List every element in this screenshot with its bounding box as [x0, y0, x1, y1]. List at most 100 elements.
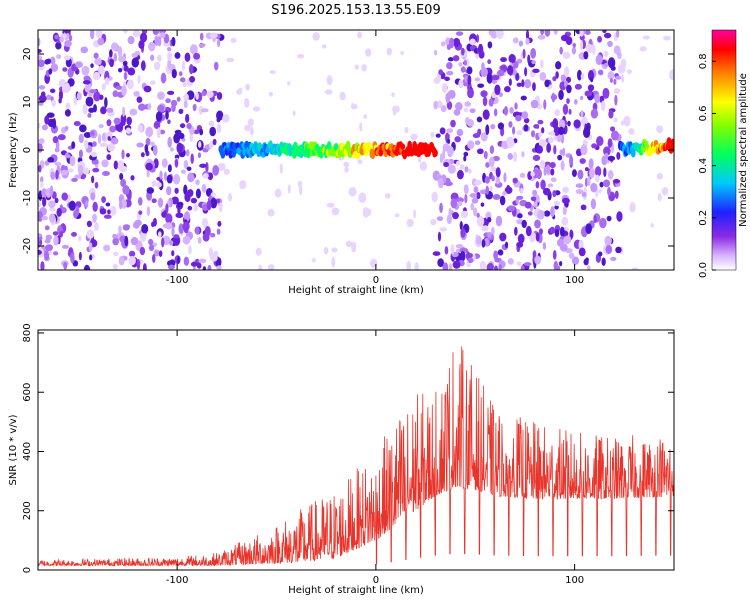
spectrogram-cell: [555, 71, 559, 79]
colorbar-tick-label: 0.0: [698, 262, 709, 278]
spectrogram-cell: [487, 231, 492, 239]
spectrogram-cell: [170, 147, 175, 152]
colorbar-tick-label: 0.8: [698, 53, 709, 69]
spectrogram-cell: [613, 117, 618, 123]
spectrogram-cell: [132, 30, 141, 38]
spectrogram-cell: [479, 261, 487, 270]
spectrogram-cell: [113, 52, 118, 62]
spectrogram-cell: [555, 61, 562, 70]
spectrogram-cell: [593, 215, 597, 223]
spectrogram-cell: [538, 228, 543, 235]
spectrogram-cell: [548, 136, 554, 144]
spectrogram-cell: [82, 103, 88, 115]
spectrogram-cell: [554, 204, 559, 210]
spectrogram-cell: [268, 91, 273, 97]
spectrogram-cell: [198, 141, 202, 148]
spectrogram-cell: [556, 265, 561, 270]
spectrogram-cell: [199, 163, 207, 168]
spectrogram-cell: [171, 196, 179, 205]
spectrogram-cell: [499, 232, 507, 242]
spectrogram-cell: [199, 32, 204, 41]
spectrogram-cell: [122, 60, 128, 67]
spectrogram-cell: [92, 71, 101, 81]
spectrogram-cell: [151, 221, 155, 228]
spectrogram-cell: [148, 41, 156, 52]
spectrogram-cell: [175, 212, 184, 219]
spectrogram-cell: [188, 245, 192, 255]
spectrogram-cell: [537, 209, 545, 220]
spectrogram-cell: [603, 62, 608, 68]
colorbar-ticks: 0.0 0.2 0.4 0.6 0.8: [698, 53, 716, 278]
spectrogram-cell: [431, 191, 438, 203]
spectrogram-cell: [603, 167, 607, 178]
spectrogram-cell: [508, 121, 513, 128]
spectrogram-cell: [185, 113, 190, 123]
spectrogram-cell: [508, 78, 512, 86]
spectrogram-cell: [202, 266, 207, 270]
spectrogram-cell: [73, 96, 78, 106]
spectrogram-cell: [521, 111, 529, 120]
spectrogram-cell: [508, 54, 516, 64]
spectrogram-cell: [122, 106, 126, 117]
spectrogram-cell: [533, 201, 538, 208]
spectrogram-cell: [615, 75, 622, 80]
spectrogram-cell: [55, 169, 59, 180]
spectrogram-cell: [38, 48, 42, 53]
spectrogram-cell: [433, 49, 438, 56]
spectrogram-cell: [442, 143, 450, 152]
spectrogram-cell: [109, 49, 113, 58]
spectrogram-cell: [146, 169, 150, 178]
spectrogram-cell: [210, 197, 218, 209]
spectrogram-cell: [326, 75, 333, 86]
spectrogram-cell: [604, 152, 609, 159]
spectrogram-cell: [179, 123, 186, 129]
spectrogram-cell: [40, 181, 44, 188]
spectrogram-cell: [54, 34, 59, 40]
spectrogram-cell: [230, 37, 237, 43]
snr-x-axis-label: Height of straight line (km): [288, 585, 424, 596]
spectrogram-cell: [226, 57, 235, 63]
spectrogram-cell: [98, 65, 105, 75]
spectrogram-cell: [312, 32, 320, 41]
spectrogram-cell: [267, 264, 275, 270]
spectrogram-cell: [107, 209, 111, 215]
spectrogram-cell: [561, 216, 569, 226]
spectrogram-cell: [183, 100, 188, 109]
spectrogram-cell: [485, 124, 490, 135]
spectrogram-cell: [171, 36, 176, 47]
spectrogram-cell: [365, 208, 372, 216]
spectrogram-cell: [615, 246, 622, 254]
spectrogram-cell: [326, 202, 335, 208]
spectrogram-cell: [201, 90, 207, 97]
spectrogram-cell: [75, 61, 83, 68]
spectrogram-cell: [106, 107, 114, 113]
spectrogram-cell: [507, 258, 514, 265]
spectrogram-cell: [210, 233, 216, 238]
spectrogram-cell: [439, 227, 448, 232]
spectrogram-cell: [195, 91, 199, 100]
spectrogram-cell: [156, 127, 161, 139]
spectrogram-cell: [123, 71, 128, 81]
spectrogram-cell: [453, 109, 461, 116]
spectrogram-cell: [460, 66, 466, 73]
spectrogram-cell: [540, 59, 544, 69]
spectrogram-cell: [157, 54, 162, 62]
spectrogram-cell: [617, 51, 622, 60]
spectrogram-cell: [99, 208, 107, 215]
spectrogram-cell: [438, 69, 443, 75]
spectrogram-cell: [258, 264, 263, 270]
spectrogram-cell: [350, 102, 355, 110]
spectrogram-cell: [216, 265, 222, 270]
spectrogram-cell: [331, 247, 338, 253]
spectrogram-cell: [669, 69, 674, 81]
spectrogram-cell: [94, 181, 99, 189]
spectrogram-cell: [63, 261, 68, 270]
spectrogram-cell: [38, 233, 43, 238]
spectrogram-cell: [101, 159, 109, 168]
spectrogram-cell: [151, 180, 157, 187]
spectrogram-cell: [626, 69, 632, 74]
spectrogram-cell: [480, 90, 488, 98]
spectrogram-cell: [120, 113, 127, 125]
spectrogram-cell: [459, 221, 463, 231]
spectrogram-cell: [52, 251, 59, 256]
